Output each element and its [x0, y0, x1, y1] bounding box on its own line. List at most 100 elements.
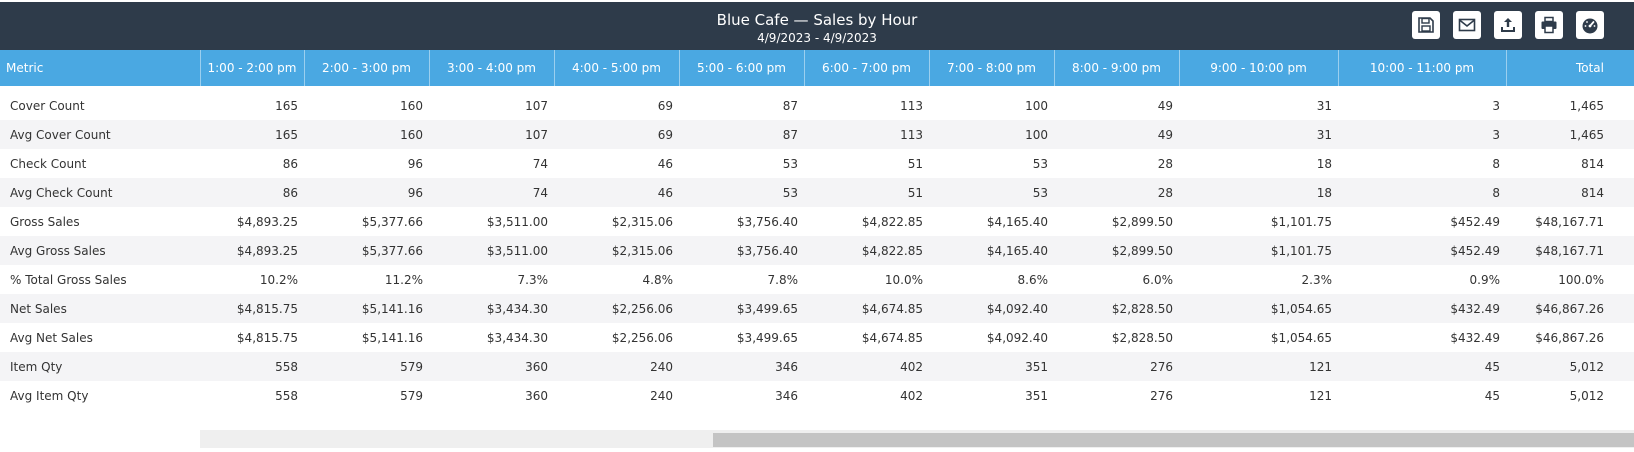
value-cell: $5,377.66 [361, 214, 423, 229]
value-cell: $452.49 [1338, 236, 1506, 265]
value-cell: 8.6% [1017, 272, 1049, 287]
print-icon [1541, 16, 1557, 34]
metric-label: Item Qty [0, 352, 200, 381]
value-cell: 107 [525, 98, 548, 113]
value-cell: 165 [200, 120, 304, 149]
value-cell: $432.49 [1338, 294, 1506, 323]
total-cell: 5,012 [1506, 352, 1634, 381]
value-cell: 121 [1309, 388, 1332, 403]
print-button[interactable] [1535, 11, 1563, 39]
report-toolbar [1399, 11, 1604, 39]
value-cell: 86 [200, 178, 304, 207]
value-cell: 0.9% [1469, 272, 1501, 287]
column-header-hour[interactable]: 7:00 - 8:00 pm [928, 50, 1054, 86]
value-cell: 74 [429, 178, 554, 207]
value-cell: 51 [804, 178, 929, 207]
value-cell: 7.3% [517, 272, 549, 287]
value-cell: $1,054.65 [1270, 330, 1332, 345]
value-cell: $432.49 [1450, 330, 1500, 345]
total-cell: 5,012 [1569, 388, 1604, 403]
table-row: Avg Cover Count 165 160 107 69 87 113 100 49 31 3 1… [0, 120, 1634, 149]
value-cell: 276 [1054, 352, 1179, 381]
value-cell: $452.49 [1450, 214, 1500, 229]
value-cell: $4,165.40 [986, 214, 1048, 229]
report-title: Blue Cafe — Sales by Hour [716, 11, 918, 29]
value-cell: 558 [275, 388, 298, 403]
header-spacer [0, 86, 1634, 91]
column-header-hour[interactable]: 9:00 - 10:00 pm [1178, 50, 1338, 86]
value-cell: 31 [1316, 98, 1332, 113]
value-cell: 160 [400, 98, 423, 113]
value-cell: 45 [1484, 388, 1500, 403]
value-cell: 96 [407, 156, 423, 171]
save-icon [1418, 17, 1434, 33]
value-cell: $4,165.40 [929, 236, 1054, 265]
column-header-hour[interactable]: 1:00 - 2:00 pm [199, 50, 304, 86]
column-header-hour[interactable]: 6:00 - 7:00 pm [803, 50, 929, 86]
column-header-hour[interactable]: 8:00 - 9:00 pm [1053, 50, 1179, 86]
column-header-hour[interactable]: 5:00 - 6:00 pm [678, 50, 804, 86]
table-row: Avg Gross Sales $4,893.25 $5,377.66 $3,511.… [0, 236, 1634, 265]
value-cell: 100 [1025, 98, 1048, 113]
value-cell: 351 [929, 352, 1054, 381]
value-cell: $3,499.65 [736, 330, 798, 345]
dashboard-icon [1582, 18, 1598, 34]
value-cell: 31 [1179, 120, 1338, 149]
value-cell: 100 [929, 120, 1054, 149]
total-cell: $48,167.71 [1535, 214, 1604, 229]
value-cell: 113 [900, 98, 923, 113]
value-cell: $3,756.40 [736, 214, 798, 229]
email-button[interactable] [1453, 11, 1481, 39]
value-cell: $4,815.75 [236, 330, 298, 345]
value-cell: 402 [900, 388, 923, 403]
value-cell: 96 [304, 178, 429, 207]
value-cell: 8 [1492, 156, 1500, 171]
value-cell: 360 [525, 388, 548, 403]
column-header-hour[interactable]: 3:00 - 4:00 pm [428, 50, 554, 86]
total-cell: $48,167.71 [1506, 236, 1634, 265]
value-cell: 579 [304, 352, 429, 381]
export-button[interactable] [1494, 11, 1522, 39]
metric-label: Avg Item Qty [10, 388, 89, 403]
column-header-hour[interactable]: 10:00 - 11:00 pm [1337, 50, 1506, 86]
save-button[interactable] [1412, 11, 1440, 39]
value-cell: $4,674.85 [804, 294, 929, 323]
column-header-hour[interactable]: 2:00 - 3:00 pm [303, 50, 429, 86]
value-cell: 69 [657, 98, 673, 113]
metric-label: Cover Count [10, 98, 85, 113]
value-cell: $2,256.06 [554, 294, 679, 323]
horizontal-scrollbar[interactable] [200, 430, 1634, 448]
value-cell: 46 [554, 178, 679, 207]
dashboard-button[interactable] [1576, 11, 1604, 39]
value-cell: 69 [554, 120, 679, 149]
value-cell: 74 [532, 156, 548, 171]
value-cell: 53 [929, 178, 1054, 207]
metric-label: Avg Net Sales [10, 330, 93, 345]
scrollbar-thumb[interactable] [713, 433, 1634, 447]
value-cell: 113 [804, 120, 929, 149]
value-cell: 121 [1179, 352, 1338, 381]
value-cell: $4,815.75 [200, 294, 304, 323]
total-cell: 814 [1581, 156, 1604, 171]
column-header-metric[interactable]: Metric [0, 50, 200, 86]
value-cell: $2,899.50 [1111, 214, 1173, 229]
total-cell: $46,867.26 [1506, 294, 1634, 323]
value-cell: $3,434.30 [429, 294, 554, 323]
value-cell: 28 [1054, 178, 1179, 207]
value-cell: $2,828.50 [1054, 294, 1179, 323]
value-cell: $4,092.40 [986, 330, 1048, 345]
value-cell: 28 [1157, 156, 1173, 171]
value-cell: 7.8% [767, 272, 799, 287]
value-cell: 346 [775, 388, 798, 403]
value-cell: $3,511.00 [429, 236, 554, 265]
metric-label: Check Count [10, 156, 87, 171]
value-cell: 240 [650, 388, 673, 403]
column-header-total[interactable]: Total [1505, 50, 1634, 86]
value-cell: $3,499.65 [679, 294, 804, 323]
total-cell: 100.0% [1558, 272, 1604, 287]
value-cell: 160 [304, 120, 429, 149]
value-cell: 240 [554, 352, 679, 381]
value-cell: $5,141.16 [361, 330, 423, 345]
column-header-hour[interactable]: 4:00 - 5:00 pm [553, 50, 679, 86]
value-cell: $2,315.06 [611, 214, 673, 229]
